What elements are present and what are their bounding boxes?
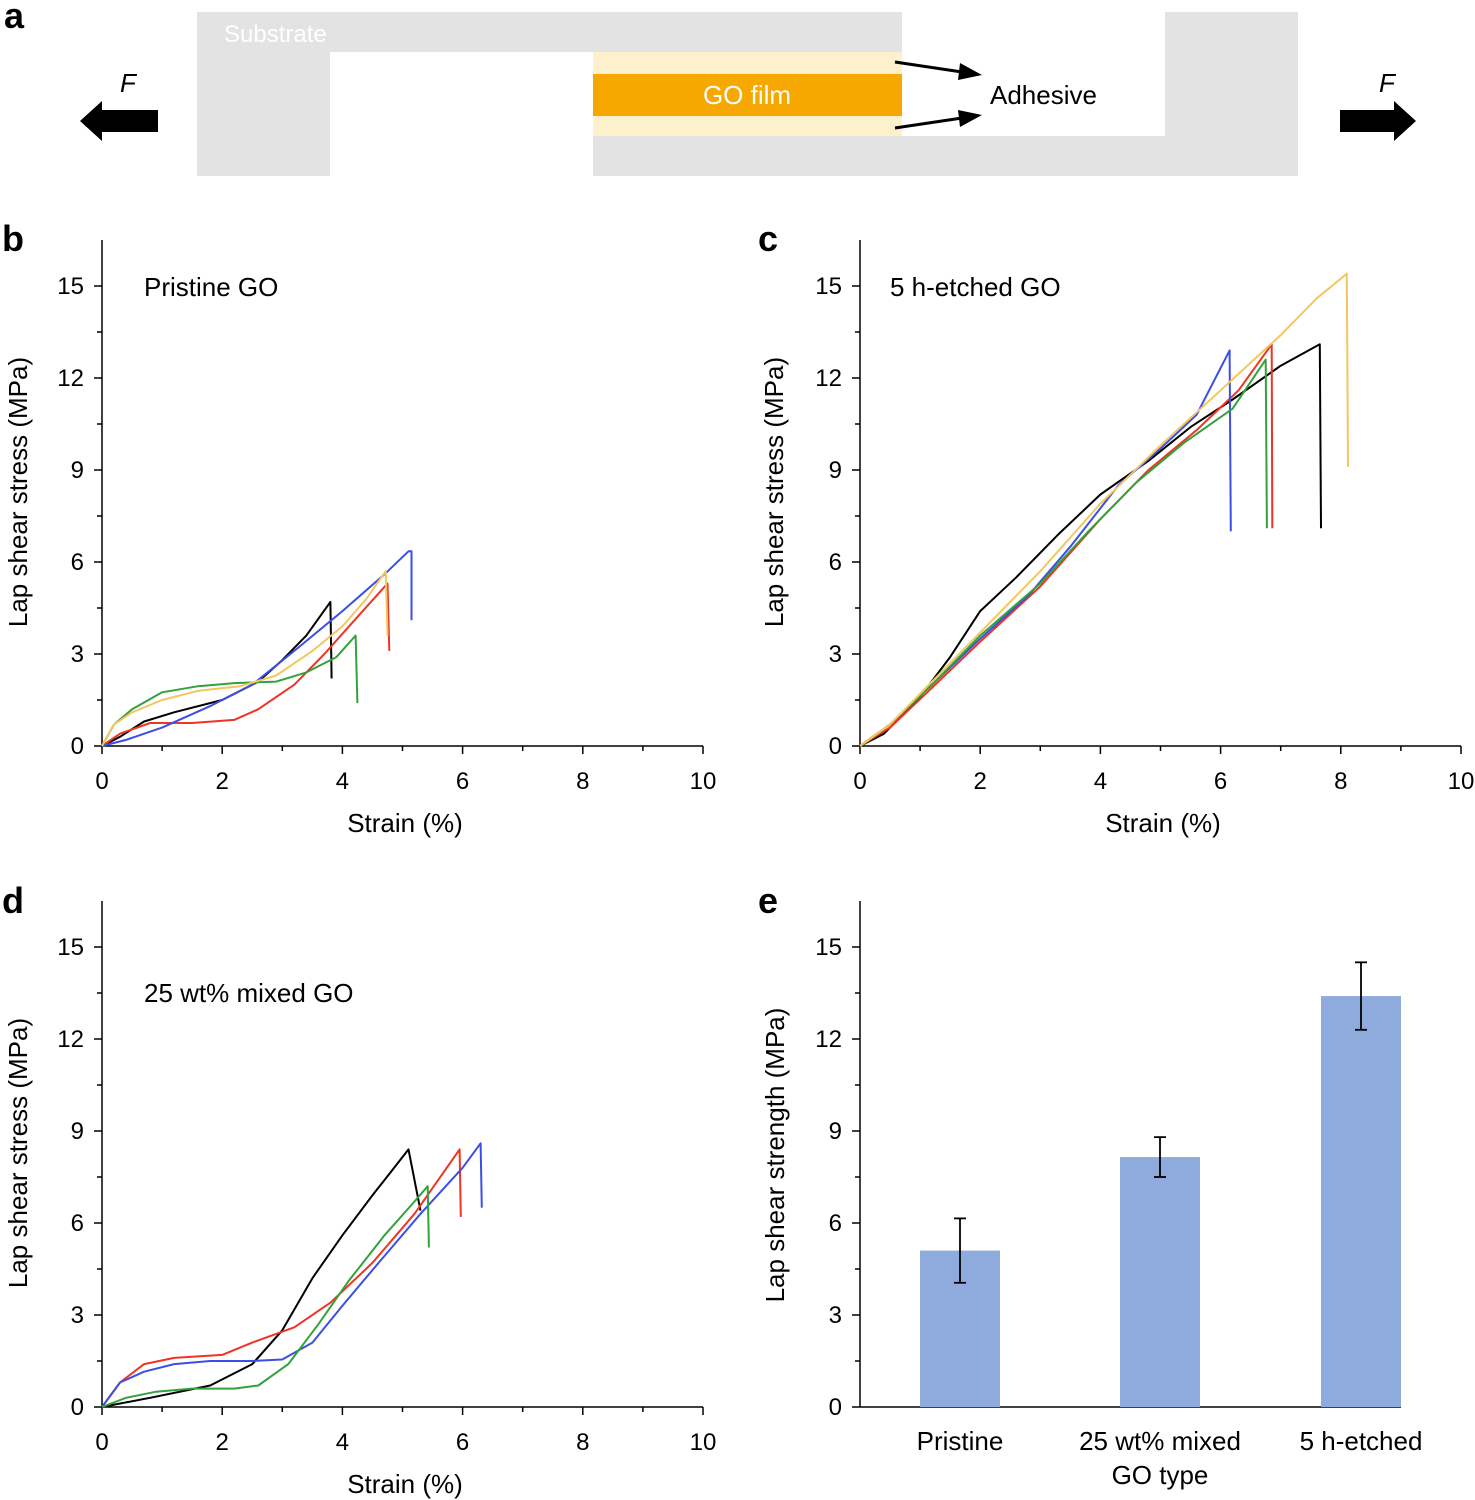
x-tick-label-d: 10 xyxy=(690,1429,717,1456)
y-tick-label-b: 6 xyxy=(71,549,84,576)
force-label-left: F xyxy=(120,68,138,98)
force-label-right: F xyxy=(1379,68,1397,98)
x-tick-label-c: 4 xyxy=(1094,768,1107,795)
series-line-c-yellow xyxy=(859,272,1349,747)
series-line-c-red xyxy=(859,343,1274,747)
ylabel-e: Lap shear strength (MPa) xyxy=(760,1008,790,1303)
y-tick-label-b: 3 xyxy=(71,641,84,668)
xlabel-d: Strain (%) xyxy=(347,1469,463,1499)
x-tick-label-c: 0 xyxy=(853,768,866,795)
panel-b-chart: b Pristine GO Strain (%) Lap shear stres… xyxy=(2,218,716,838)
substrate-bottom xyxy=(593,12,1298,176)
y-tick-label-e: 9 xyxy=(829,1118,842,1145)
category-label-0: Pristine xyxy=(917,1426,1004,1456)
panel-a-schematic: a Substrate GO film Adhesive F F xyxy=(4,0,1416,176)
panel-label-d: d xyxy=(2,880,24,921)
y-tick-label-b: 12 xyxy=(57,365,84,392)
series-line-d-red xyxy=(101,1148,462,1408)
go-film-label: GO film xyxy=(703,80,791,110)
x-tick-label-c: 8 xyxy=(1334,768,1347,795)
x-tick-label-b: 4 xyxy=(336,768,349,795)
substrate-label: Substrate xyxy=(224,21,327,48)
panel-label-b: b xyxy=(2,218,24,259)
y-tick-label-d: 6 xyxy=(71,1210,84,1237)
force-arrow-left-icon xyxy=(80,101,158,141)
x-tick-label-b: 2 xyxy=(216,768,229,795)
go-film xyxy=(593,74,902,116)
panel-label-c: c xyxy=(758,218,778,259)
series-line-b-green xyxy=(101,634,359,747)
category-label-2: 5 h-etched xyxy=(1300,1426,1423,1456)
y-tick-label-e: 3 xyxy=(829,1302,842,1329)
y-tick-label-c: 15 xyxy=(815,273,842,300)
series-line-d-green xyxy=(101,1185,430,1408)
x-tick-label-b: 0 xyxy=(95,768,108,795)
adhesive-arrow-bottom xyxy=(894,110,982,130)
y-tick-label-c: 12 xyxy=(815,365,842,392)
y-tick-label-e: 15 xyxy=(815,934,842,961)
x-tick-label-c: 2 xyxy=(974,768,987,795)
y-tick-label-e: 6 xyxy=(829,1210,842,1237)
series-line-b-yellow xyxy=(101,570,389,747)
y-tick-label-d: 15 xyxy=(57,934,84,961)
y-tick-label-b: 0 xyxy=(71,733,84,760)
panel-c-chart: c 5 h-etched GO Strain (%) Lap shear str… xyxy=(758,218,1474,838)
ylabel-d: Lap shear stress (MPa) xyxy=(3,1018,33,1288)
annotation-b: Pristine GO xyxy=(144,272,278,302)
y-tick-label-d: 3 xyxy=(71,1302,84,1329)
series-line-d-black xyxy=(101,1148,422,1408)
x-tick-label-d: 8 xyxy=(576,1429,589,1456)
x-tick-label-b: 10 xyxy=(690,768,717,795)
x-tick-label-d: 6 xyxy=(456,1429,469,1456)
y-tick-label-c: 3 xyxy=(829,641,842,668)
xlabel-b: Strain (%) xyxy=(347,808,463,838)
x-tick-label-d: 0 xyxy=(95,1429,108,1456)
adhesive-label: Adhesive xyxy=(990,80,1097,110)
x-tick-label-c: 10 xyxy=(1448,768,1475,795)
annotation-c: 5 h-etched GO xyxy=(890,272,1061,302)
series-line-c-green xyxy=(859,358,1268,747)
force-arrow-right-icon xyxy=(1340,101,1416,141)
xlabel-e: GO type xyxy=(1112,1460,1209,1490)
y-tick-label-d: 9 xyxy=(71,1118,84,1145)
y-tick-label-c: 0 xyxy=(829,733,842,760)
panel-label-a: a xyxy=(4,0,25,36)
y-tick-label-b: 15 xyxy=(57,273,84,300)
substrate-top xyxy=(197,12,902,176)
series-line-d-blue xyxy=(101,1142,483,1408)
x-tick-label-d: 2 xyxy=(216,1429,229,1456)
y-tick-label-c: 9 xyxy=(829,457,842,484)
bar-2 xyxy=(1321,996,1401,1407)
y-tick-label-c: 6 xyxy=(829,549,842,576)
y-tick-label-e: 12 xyxy=(815,1026,842,1053)
category-label-1: 25 wt% mixed xyxy=(1079,1426,1241,1456)
panel-label-e: e xyxy=(758,880,778,921)
panel-e-chart: e GO type Lap shear strength (MPa) 0 3 6 9 1… xyxy=(758,880,1422,1490)
panel-d-chart: d 25 wt% mixed GO Strain (%) Lap shear s… xyxy=(2,880,716,1499)
series-line-b-black xyxy=(101,600,333,747)
y-tick-label-d: 12 xyxy=(57,1026,84,1053)
x-tick-label-b: 6 xyxy=(456,768,469,795)
xlabel-c: Strain (%) xyxy=(1105,808,1221,838)
annotation-d: 25 wt% mixed GO xyxy=(144,978,354,1008)
y-tick-label-b: 9 xyxy=(71,457,84,484)
adhesive-arrow-top xyxy=(894,60,982,80)
series-line-b-blue xyxy=(101,550,413,747)
bar-1 xyxy=(1120,1157,1200,1407)
ylabel-c: Lap shear stress (MPa) xyxy=(759,357,789,627)
x-tick-label-d: 4 xyxy=(336,1429,349,1456)
y-tick-label-e: 0 xyxy=(829,1394,842,1421)
series-line-b-red xyxy=(101,582,391,747)
x-tick-label-b: 8 xyxy=(576,768,589,795)
ylabel-b: Lap shear stress (MPa) xyxy=(3,357,33,627)
y-tick-label-d: 0 xyxy=(71,1394,84,1421)
x-tick-label-c: 6 xyxy=(1214,768,1227,795)
